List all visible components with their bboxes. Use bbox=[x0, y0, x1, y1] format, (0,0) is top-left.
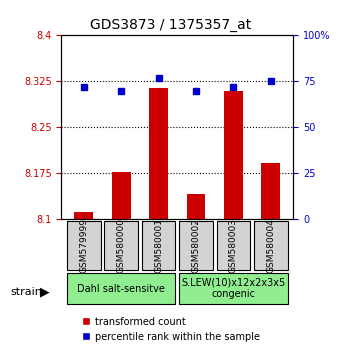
Text: GSM580001: GSM580001 bbox=[154, 218, 163, 273]
Text: Dahl salt-sensitve: Dahl salt-sensitve bbox=[77, 284, 165, 293]
FancyBboxPatch shape bbox=[179, 273, 288, 304]
Bar bbox=[74, 212, 93, 219]
FancyBboxPatch shape bbox=[179, 221, 213, 270]
FancyBboxPatch shape bbox=[104, 221, 138, 270]
Bar bbox=[262, 163, 280, 219]
FancyBboxPatch shape bbox=[67, 273, 176, 304]
Bar bbox=[149, 87, 168, 219]
FancyBboxPatch shape bbox=[142, 221, 176, 270]
Text: ▶: ▶ bbox=[40, 286, 49, 298]
FancyBboxPatch shape bbox=[254, 221, 288, 270]
FancyBboxPatch shape bbox=[67, 221, 101, 270]
Text: GSM580000: GSM580000 bbox=[117, 218, 126, 273]
Bar bbox=[187, 194, 205, 219]
FancyBboxPatch shape bbox=[217, 221, 250, 270]
Legend: transformed count, percentile rank within the sample: transformed count, percentile rank withi… bbox=[77, 313, 264, 346]
Bar bbox=[112, 172, 131, 219]
Text: GSM579999: GSM579999 bbox=[79, 218, 88, 273]
Text: S.LEW(10)x12x2x3x5
congenic: S.LEW(10)x12x2x3x5 congenic bbox=[181, 278, 285, 299]
Text: GSM580004: GSM580004 bbox=[266, 218, 275, 273]
Text: GDS3873 / 1375357_at: GDS3873 / 1375357_at bbox=[90, 18, 251, 32]
Text: GSM580003: GSM580003 bbox=[229, 218, 238, 273]
Text: GSM580002: GSM580002 bbox=[192, 218, 201, 273]
Bar bbox=[224, 91, 243, 219]
Text: strain: strain bbox=[10, 287, 42, 297]
